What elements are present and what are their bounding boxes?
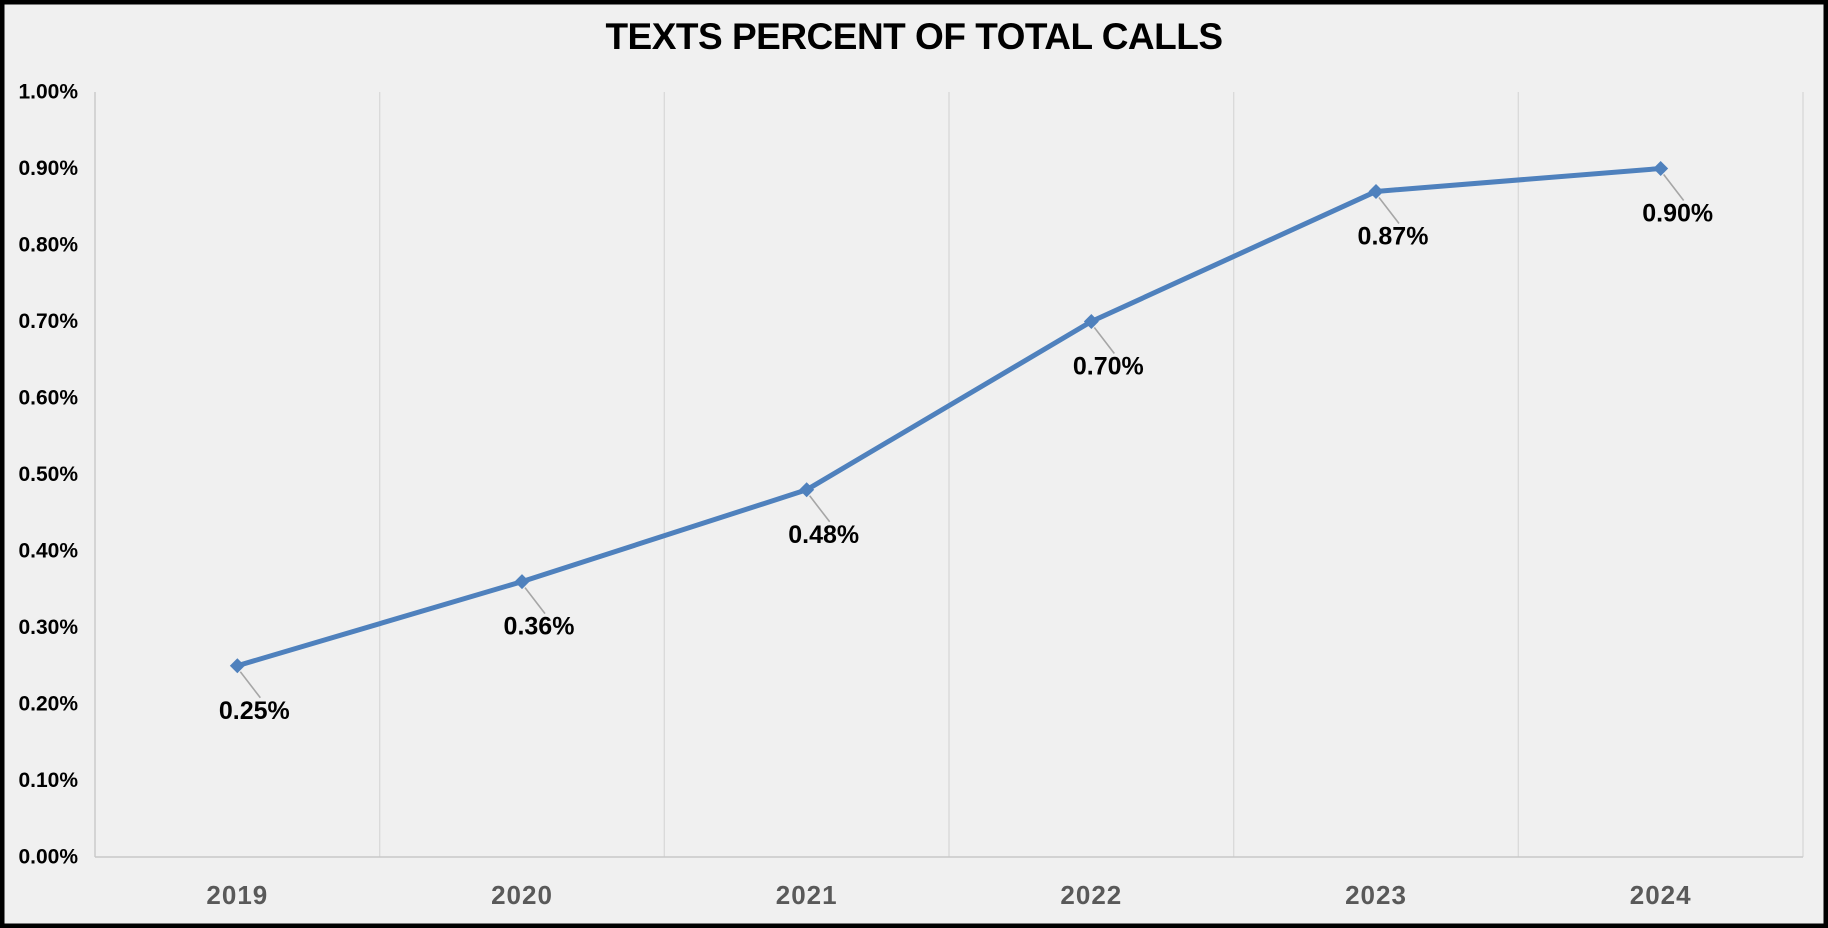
data-point-label: 0.25%	[219, 697, 290, 725]
data-point-label: 0.36%	[504, 613, 575, 641]
data-point-label: 0.87%	[1358, 222, 1429, 250]
chart-title: TEXTS PERCENT OF TOTAL CALLS	[605, 16, 1223, 57]
y-axis-tick-label: 0.80%	[18, 234, 78, 257]
x-axis-tick-label: 2023	[1345, 880, 1407, 910]
data-point-marker	[1083, 314, 1099, 329]
data-point-marker	[799, 482, 815, 498]
data-point-label: 0.70%	[1073, 353, 1144, 381]
y-axis-tick-label: 0.40%	[18, 540, 78, 563]
data-label-leader-line	[1378, 196, 1400, 224]
x-axis-tick-label: 2024	[1630, 880, 1692, 910]
data-point-marker	[514, 574, 530, 590]
y-axis-tick-label: 0.90%	[18, 157, 78, 180]
data-label-leader-line	[1663, 174, 1685, 201]
y-axis-tick-label: 0.00%	[18, 846, 78, 869]
y-axis-tick-label: 0.50%	[18, 463, 78, 486]
y-axis-tick-label: 0.10%	[18, 769, 78, 792]
data-label-leader-line	[524, 587, 546, 615]
data-point-marker	[1653, 161, 1669, 176]
series-line	[234, 166, 1664, 669]
x-axis-tick-label: 2019	[206, 880, 268, 910]
data-point-label: 0.48%	[788, 521, 859, 549]
x-axis-tick-label: 2020	[491, 880, 553, 910]
x-axis-tick-label: 2021	[776, 880, 838, 910]
data-label-leader-line	[239, 671, 261, 699]
x-axis-tick-label: 2022	[1060, 880, 1122, 910]
data-point-label: 0.90%	[1642, 200, 1713, 228]
y-axis-tick-label: 0.70%	[18, 310, 78, 333]
data-label-leader-line	[809, 495, 831, 523]
y-axis-tick-label: 0.60%	[18, 387, 78, 410]
data-point-marker	[1368, 183, 1384, 199]
data-label-leader-line	[1093, 327, 1115, 354]
y-axis-tick-label: 1.00%	[18, 81, 78, 104]
y-axis-tick-label: 0.30%	[18, 616, 78, 639]
data-point-marker	[229, 658, 245, 674]
y-axis-tick-label: 0.20%	[18, 693, 78, 716]
